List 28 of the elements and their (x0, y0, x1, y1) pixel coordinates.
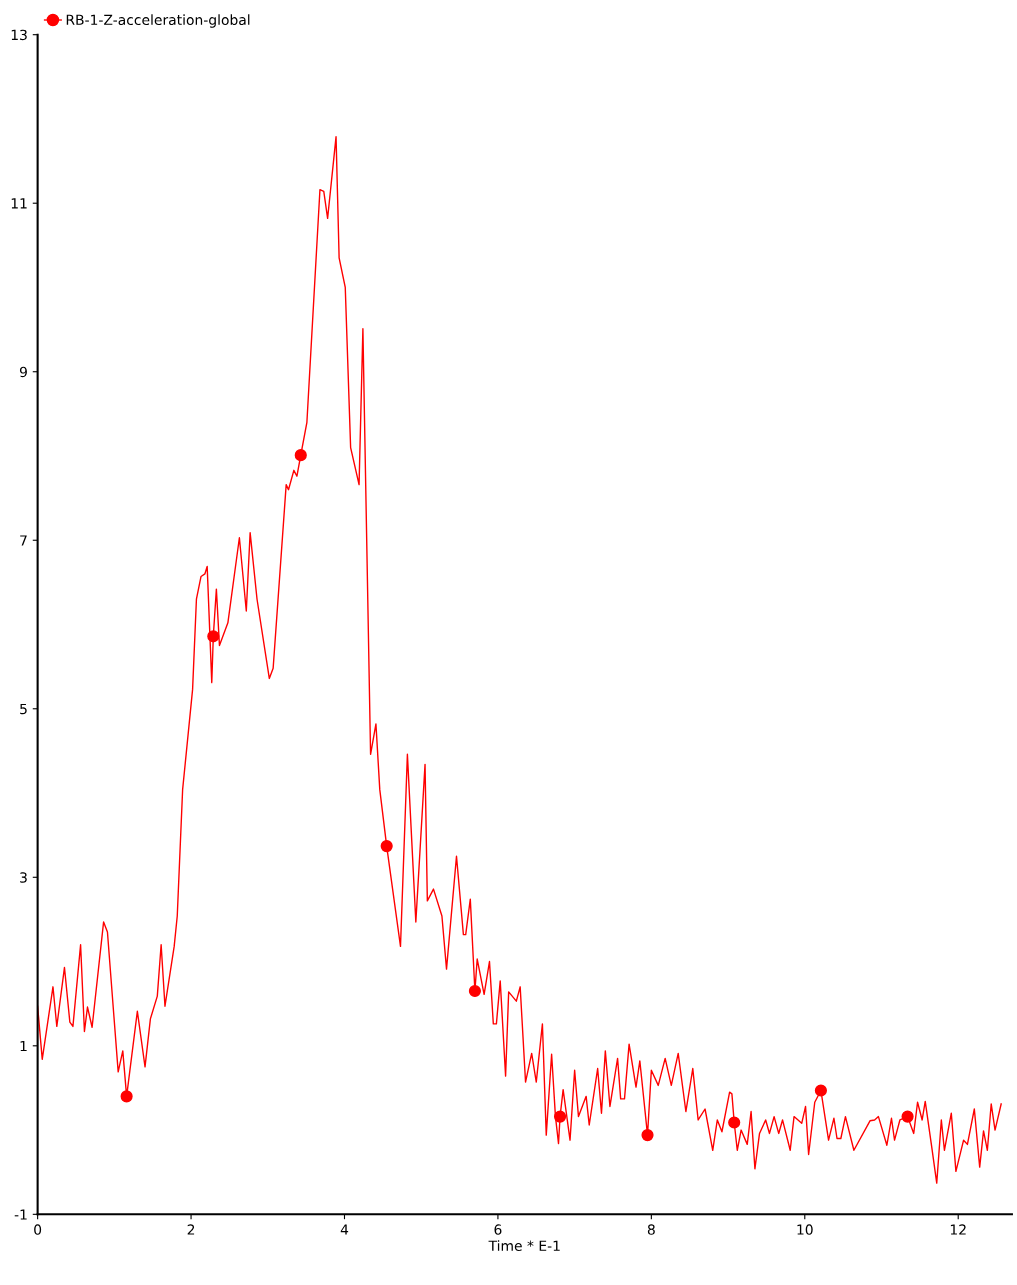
point (468, 984, 481, 998)
point (814, 1084, 827, 1097)
line-series (37, 135, 1002, 1184)
y-tick-label: 13 (11, 29, 27, 41)
x-tick-label: 10 (797, 1224, 813, 1235)
point (294, 449, 307, 462)
point (901, 1110, 914, 1123)
point (553, 1110, 567, 1123)
legend-label: RB-1-Z-acceleration-global (66, 14, 250, 28)
point (207, 630, 220, 643)
y-tick-label: 9 (19, 366, 27, 378)
y-tick-label: -1 (14, 1209, 27, 1220)
x-tick-label: 0 (34, 1224, 42, 1235)
x-tick-label: 4 (340, 1224, 349, 1235)
y-tick-label: 11 (11, 198, 27, 209)
x-axis-title: Time * E-1 (488, 1240, 560, 1252)
point (641, 1129, 654, 1142)
y-tick-label: 3 (20, 872, 27, 883)
point (380, 840, 393, 853)
point (120, 1090, 133, 1103)
x-tick-label: 2 (187, 1224, 195, 1235)
y-tick-label: 1 (20, 1040, 27, 1052)
y-tick-label: 7 (20, 535, 27, 546)
y-tick-label: 5 (20, 703, 27, 715)
x-tick-label: 12 (950, 1224, 966, 1235)
x-tick-label: 8 (647, 1224, 655, 1235)
point (728, 1116, 741, 1129)
x-tick-label: 6 (494, 1224, 502, 1235)
